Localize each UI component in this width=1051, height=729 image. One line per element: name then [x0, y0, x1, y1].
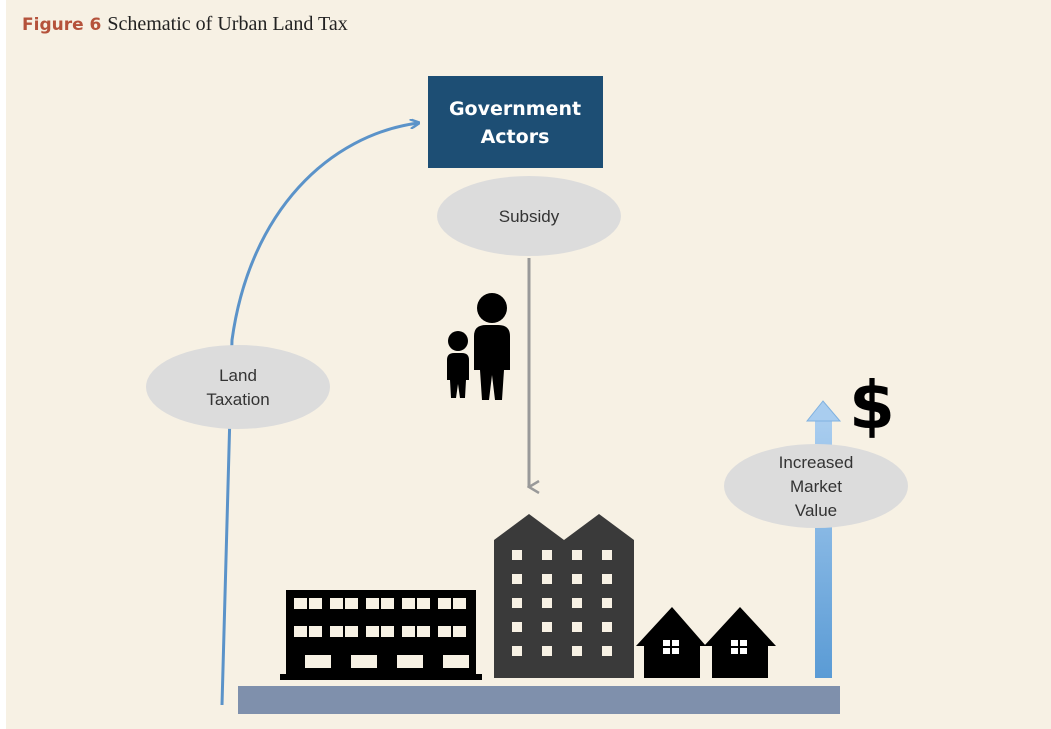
land-taxation-node: [146, 345, 330, 429]
window: [602, 550, 612, 560]
window: [366, 598, 379, 609]
window: [309, 598, 322, 609]
window: [672, 640, 679, 646]
figure-caption: Schematic of Urban Land Tax: [107, 13, 347, 35]
window: [443, 655, 469, 668]
window: [663, 648, 670, 654]
subsidy-label: Subsidy: [499, 207, 560, 226]
tower: [494, 514, 634, 678]
label-line: Value: [795, 501, 837, 520]
window: [512, 646, 522, 656]
window: [417, 626, 430, 637]
market-value-node: [724, 444, 908, 528]
dollar-symbol: $: [849, 367, 895, 444]
window: [572, 646, 582, 656]
window: [309, 626, 322, 637]
label-line: Actors: [481, 126, 550, 148]
label-line: Land: [219, 366, 257, 385]
window: [294, 598, 307, 609]
window: [740, 640, 747, 646]
window: [731, 640, 738, 646]
window: [345, 626, 358, 637]
window: [740, 648, 747, 654]
land-taxation-label: Land Taxation: [206, 366, 269, 409]
window: [330, 598, 343, 609]
window: [602, 574, 612, 584]
window: [381, 626, 394, 637]
window: [572, 550, 582, 560]
people-icon: [447, 293, 510, 400]
window: [542, 622, 552, 632]
taxation-arrow: [220, 123, 418, 706]
window: [542, 598, 552, 608]
window: [602, 598, 612, 608]
window: [438, 598, 451, 609]
window: [512, 598, 522, 608]
market-value-label: Increased Market Value: [779, 453, 854, 520]
window: [672, 648, 679, 654]
window: [512, 574, 522, 584]
window: [602, 646, 612, 656]
window: [572, 598, 582, 608]
window: [351, 655, 377, 668]
window: [731, 648, 738, 654]
window: [305, 655, 331, 668]
government-box: [428, 76, 603, 168]
caption: Figure 6 Schematic of Urban Land Tax: [22, 13, 348, 35]
window: [417, 598, 430, 609]
label-line: Market: [790, 477, 842, 496]
window: [542, 646, 552, 656]
window: [402, 626, 415, 637]
window: [512, 550, 522, 560]
window: [438, 626, 451, 637]
windows: [294, 550, 747, 668]
window: [402, 598, 415, 609]
window: [453, 598, 466, 609]
window: [512, 622, 522, 632]
window: [366, 626, 379, 637]
subsidy-node: [437, 176, 621, 256]
window: [345, 598, 358, 609]
figure-label: Figure 6: [22, 15, 101, 35]
window: [572, 574, 582, 584]
window: [602, 622, 612, 632]
window: [381, 598, 394, 609]
window: [572, 622, 582, 632]
government-label: Government Actors: [449, 98, 581, 148]
window: [294, 626, 307, 637]
label-line: Government: [449, 98, 581, 120]
value-arrow-head: [805, 400, 842, 422]
window: [542, 574, 552, 584]
window: [330, 626, 343, 637]
label-line: Subsidy: [499, 207, 560, 226]
window: [453, 626, 466, 637]
label-line: Taxation: [206, 390, 269, 409]
label-line: Increased: [779, 453, 854, 472]
ground: [238, 686, 840, 714]
window: [542, 550, 552, 560]
window: [663, 640, 670, 646]
window: [397, 655, 423, 668]
